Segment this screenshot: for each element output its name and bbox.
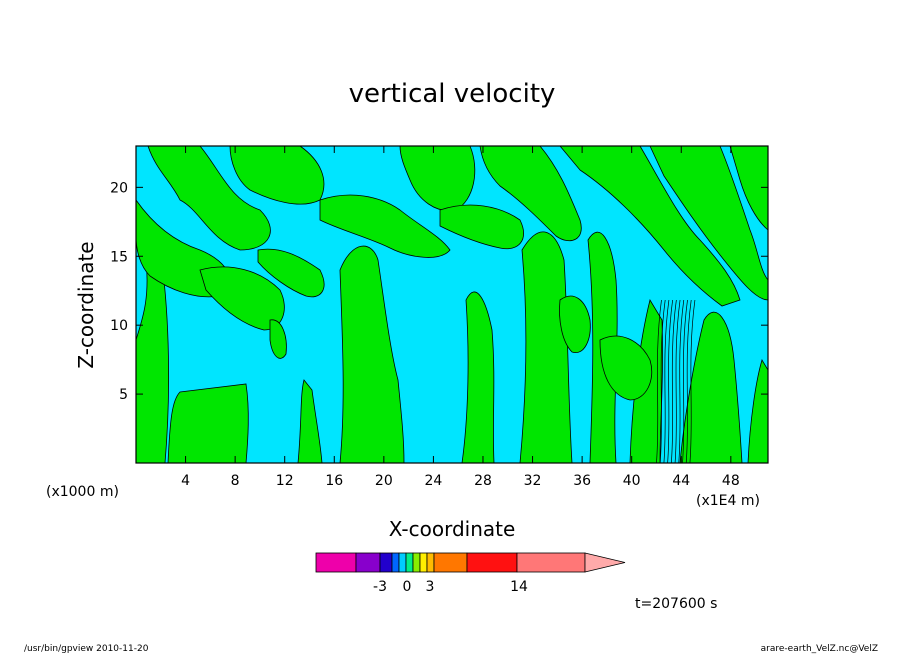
- colorbar-segment: [398, 552, 407, 573]
- contour-line: [682, 299, 688, 464]
- x-axis-label: X-coordinate: [389, 517, 516, 541]
- y-axis-label: Z-coordinate: [74, 241, 98, 368]
- colorbar-segment: [466, 552, 518, 573]
- x-tick-label: 20: [375, 473, 393, 489]
- x-tick-label: 40: [623, 473, 641, 489]
- y-tick-label: 10: [110, 318, 128, 334]
- y-tick-label: 15: [110, 249, 128, 265]
- x-tick-label: 12: [276, 473, 294, 489]
- chart-title: vertical velocity: [349, 79, 556, 109]
- contour-band: [399, 145, 476, 212]
- colorbar-arrow: [584, 552, 626, 573]
- contour-line: [674, 299, 681, 464]
- x-tick-label: 28: [474, 473, 492, 489]
- x-tick-label: 8: [231, 473, 240, 489]
- contour-band: [269, 319, 287, 359]
- colorbar-segment: [405, 552, 414, 573]
- footer-right: arare-earth_VelZ.nc@VelZ: [761, 644, 878, 654]
- contour-band: [559, 295, 591, 353]
- contour-band: [229, 145, 325, 205]
- contour-band: [461, 291, 495, 464]
- y-tick-label: 20: [110, 180, 128, 196]
- x-tick-label: 36: [573, 473, 591, 489]
- x-tick-label: 4: [181, 473, 190, 489]
- colorbar: [315, 552, 626, 573]
- contour-band: [167, 383, 249, 464]
- colorbar-segment: [516, 552, 586, 573]
- contour-band: [599, 335, 653, 401]
- contour-band: [747, 359, 769, 464]
- colorbar-segment: [433, 552, 468, 573]
- contour-band: [297, 379, 323, 464]
- contour-band: [339, 245, 405, 464]
- contour-line: [667, 299, 673, 464]
- colorbar-segment: [355, 552, 381, 573]
- plot-frame: [135, 145, 769, 464]
- colorbar-segment: [391, 552, 400, 573]
- x-tick-label: 44: [672, 473, 690, 489]
- y-tick-label: 5: [119, 387, 128, 403]
- contour-band: [319, 194, 451, 258]
- footer-left: /usr/bin/gpview 2010-11-20: [24, 644, 149, 654]
- contour-band: [559, 145, 741, 307]
- colorbar-tick-label: 3: [426, 579, 435, 595]
- colorbar-segment: [379, 552, 393, 573]
- contour-line: [656, 299, 662, 464]
- colorbar-segment: [315, 552, 357, 573]
- contour-band: [199, 266, 285, 331]
- time-label: t=207600 s: [635, 596, 717, 612]
- x-axis-ticks: 4 8 12 16 20 24 28 32 36 40 44 48: [181, 146, 740, 489]
- colorbar-tick-label: -3: [373, 579, 387, 595]
- colorbar-segment: [419, 552, 428, 573]
- colorbar-segment: [426, 552, 435, 573]
- x-tick-label: 24: [424, 473, 442, 489]
- colorbar-tick-label: 14: [510, 579, 528, 595]
- plot-area: [135, 145, 769, 464]
- positive-velocity-contours: [135, 145, 769, 464]
- x-tick-label: 48: [722, 473, 740, 489]
- contour-band: [257, 248, 325, 298]
- contour-band: [519, 231, 573, 464]
- y-axis-ticks: 5 10 15 20: [110, 180, 768, 403]
- colorbar-segment: [412, 552, 421, 573]
- contour-line: [678, 299, 685, 464]
- x-tick-label: 16: [325, 473, 343, 489]
- contour-line: [689, 299, 696, 464]
- y-unit-label: (x1000 m): [46, 484, 119, 500]
- contour-band: [439, 204, 525, 250]
- contour-line: [659, 299, 666, 464]
- x-tick-label: 32: [524, 473, 542, 489]
- contour-band: [147, 145, 271, 251]
- colorbar-tick-label: 0: [403, 579, 412, 595]
- contour-line: [670, 299, 677, 464]
- colorbar-labels: -3 0 3 14: [373, 579, 528, 595]
- contour-band: [479, 145, 582, 242]
- contour-line: [663, 299, 670, 464]
- x-unit-label: (x1E4 m): [696, 493, 760, 509]
- contour-band: [679, 311, 743, 464]
- contour-line: [685, 299, 692, 464]
